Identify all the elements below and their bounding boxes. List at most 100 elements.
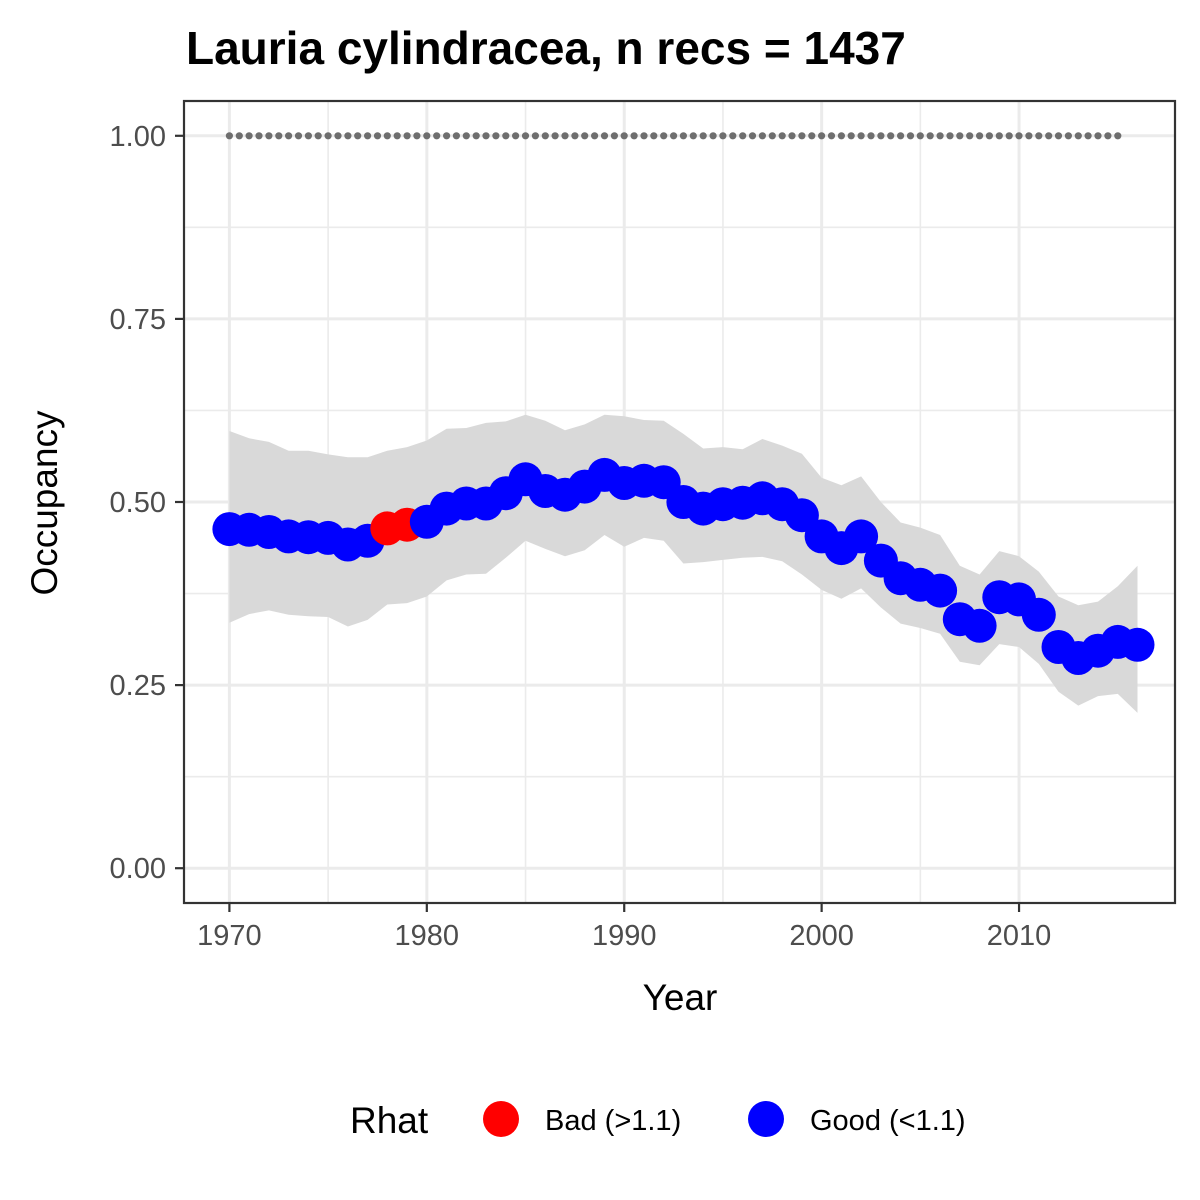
x-tick-label: 1980 [395,920,460,952]
reference-dot [1094,132,1102,140]
reference-dot [571,132,579,140]
y-tick-label: 0.50 [110,487,166,519]
legend-label-good: Good (<1.1) [810,1105,966,1137]
reference-dot [956,132,964,140]
reference-dot [521,132,530,140]
y-tick-label: 0.25 [110,670,166,702]
reference-dot [640,132,648,140]
reference-dot [610,132,619,140]
reference-dot [502,132,510,140]
reference-dot [452,132,460,140]
reference-dot [1084,132,1092,140]
occupancy-point-good [1120,627,1155,662]
x-axis: 1970 1980 1990 2000 2010 [197,903,1051,952]
reference-dot [877,132,885,140]
reference-dot [887,132,895,140]
legend-key-good [748,1101,784,1137]
reference-dot [976,132,984,140]
reference-dot [1015,132,1023,140]
reference-dot [591,132,599,140]
reference-dot [670,132,678,140]
x-tick-label: 2000 [789,920,854,952]
reference-dot [827,132,836,140]
reference-dot [255,132,263,140]
reference-dot [285,132,293,140]
reference-dot [1045,132,1053,140]
occupancy-point-good [962,608,997,643]
reference-dot [689,132,697,140]
reference-dot [808,132,816,140]
reference-dot [1035,132,1043,140]
reference-dot [778,132,786,140]
reference-dot [393,132,401,140]
reference-dot [541,132,549,140]
reference-dot [748,132,757,140]
reference-dot [373,132,382,140]
reference-dot [600,132,609,140]
reference-dot [304,132,312,140]
reference-dot [403,132,411,140]
reference-dot [294,132,303,140]
reference-dot [443,132,451,140]
reference-dot [818,132,826,140]
reference-dot [383,132,391,140]
reference-dot [482,132,490,140]
reference-dot [906,132,915,140]
reference-dot [511,132,520,140]
x-tick-label: 1970 [197,920,262,952]
reference-dot [433,132,441,140]
reference-dot [709,132,717,140]
occupancy-point-good [1021,597,1056,632]
reference-dot [334,132,342,140]
reference-dot [916,132,924,140]
reference-dot [462,132,470,140]
reference-dot [235,132,243,140]
reference-dot [995,132,1003,140]
reference-dot [985,132,994,140]
reference-dot [581,132,589,140]
reference-dot [492,132,500,140]
reference-dot [314,132,322,140]
reference-dot [620,132,628,140]
reference-dot [660,132,668,140]
legend: Rhat Bad (>1.1) Good (<1.1) [350,1100,966,1141]
reference-dot [936,132,944,140]
reference-dot [857,132,865,140]
reference-dot [966,132,974,140]
y-axis-title: Occupancy [24,410,65,596]
reference-dot [946,132,954,140]
reference-dot [1104,132,1112,140]
reference-dot [788,132,796,140]
reference-dot [1005,132,1013,140]
reference-dot [699,132,707,140]
reference-dot [739,132,747,140]
reference-dot [926,132,934,140]
reference-dot [719,132,727,140]
reference-dot [472,132,480,140]
y-tick-label: 0.75 [110,304,166,336]
y-tick-label: 1.00 [110,121,166,153]
reference-dot [245,132,253,140]
reference-dot [561,132,569,140]
reference-dot [413,132,421,140]
reference-dot [344,132,352,140]
legend-key-bad [483,1101,519,1137]
x-axis-title: Year [643,977,718,1018]
occupancy-points [212,457,1155,675]
legend-label-bad: Bad (>1.1) [545,1105,681,1137]
reference-dot [847,132,855,140]
reference-dot [1074,132,1082,140]
x-tick-label: 1990 [592,920,657,952]
reference-dot [1054,132,1063,140]
reference-line-dots [225,132,1122,140]
confidence-ribbon [229,414,1138,713]
reference-dot [758,132,767,140]
occupancy-point-good [923,573,958,608]
legend-title: Rhat [350,1100,429,1141]
reference-dot [650,132,658,140]
y-axis: 0.00 0.25 0.50 0.75 1.00 [110,121,184,885]
reference-dot [551,132,559,140]
reference-dot [897,132,905,140]
reference-dot [1114,132,1122,140]
